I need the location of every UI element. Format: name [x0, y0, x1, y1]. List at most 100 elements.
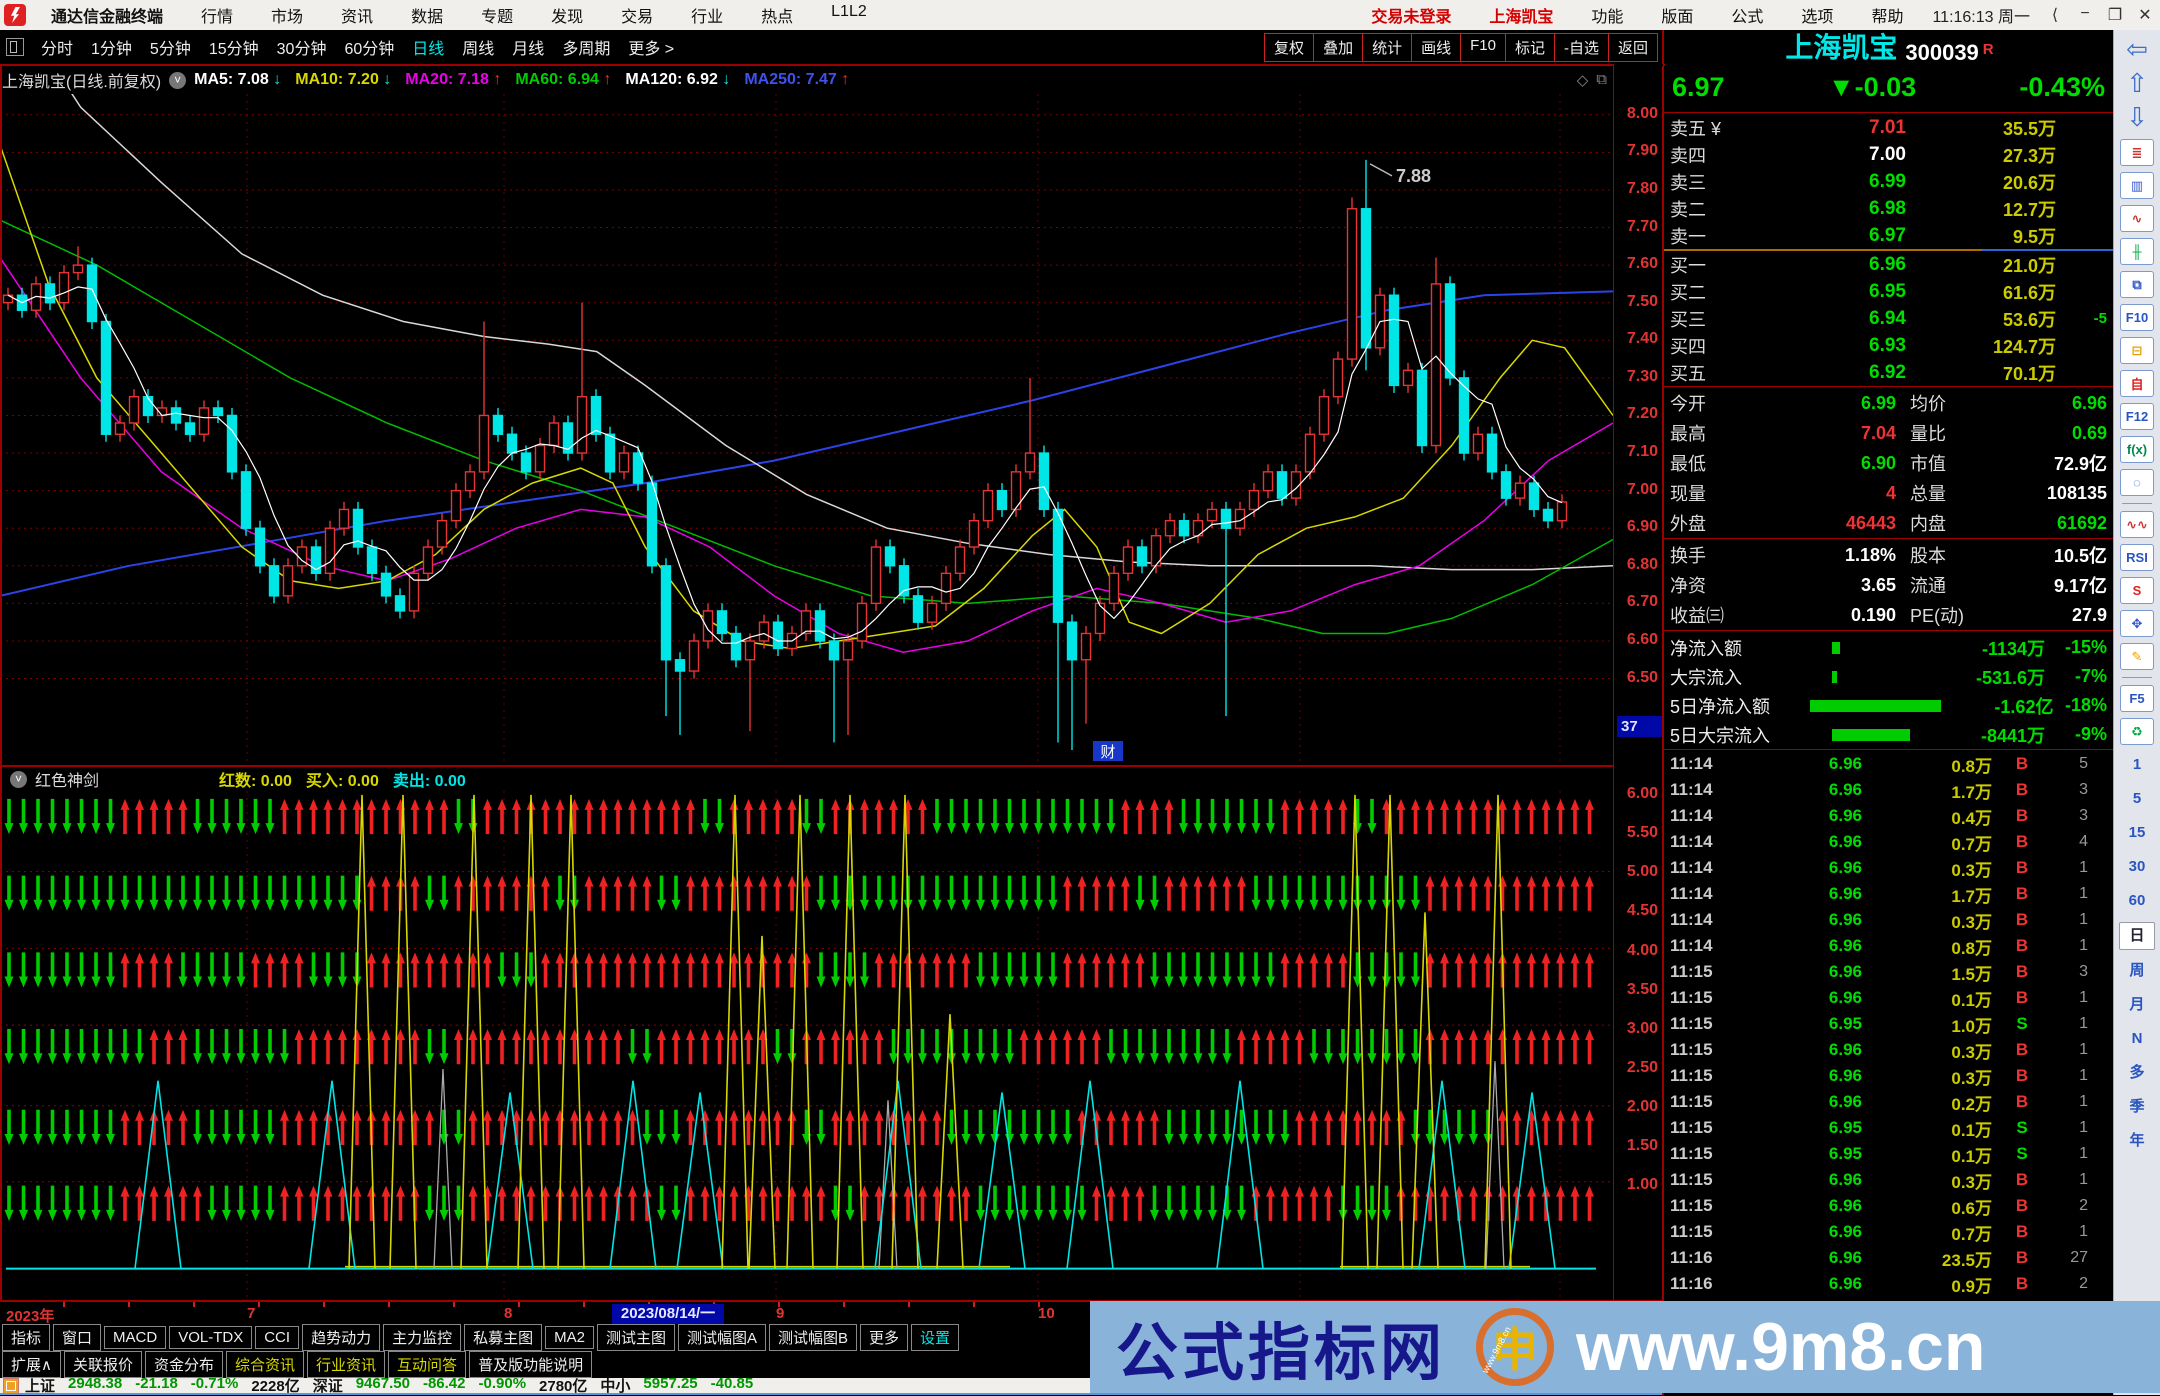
- tab-行业资讯[interactable]: 行业资讯: [307, 1351, 386, 1378]
- menu-item-版面[interactable]: 版面: [1661, 9, 1694, 26]
- tab-MACD[interactable]: MACD: [104, 1326, 167, 1349]
- minimize-button[interactable]: −: [2080, 5, 2090, 22]
- window-icon[interactable]: [6, 38, 24, 56]
- f12-button[interactable]: F12: [2120, 403, 2154, 430]
- strip-period-N[interactable]: N: [2131, 1030, 2143, 1047]
- strip-period-日[interactable]: 日: [2119, 922, 2155, 950]
- menu-item-热点[interactable]: 热点: [761, 9, 794, 26]
- collapse-chevron-icon[interactable]: ˅: [169, 71, 187, 89]
- pages-icon[interactable]: ⧉: [2120, 271, 2154, 298]
- 返回-button[interactable]: 返回: [1607, 32, 1658, 62]
- tab-窗口[interactable]: 窗口: [53, 1324, 102, 1351]
- menu-item-发现[interactable]: 发现: [551, 9, 584, 26]
- strip-period-1[interactable]: 1: [2132, 756, 2142, 773]
- menu-item-行业[interactable]: 行业: [691, 9, 724, 26]
- period-月线[interactable]: 月线: [512, 41, 545, 58]
- wave-icon[interactable]: ∿∿: [2120, 511, 2154, 538]
- menu-item-资讯[interactable]: 资讯: [341, 9, 374, 26]
- indicator-chevron-icon[interactable]: ˅: [10, 770, 27, 788]
- menu-item-功能[interactable]: 功能: [1591, 9, 1624, 26]
- -自选-button[interactable]: -自选: [1553, 32, 1609, 62]
- indicator-chart[interactable]: [0, 791, 1613, 1300]
- menu-item-数据[interactable]: 数据: [411, 9, 444, 26]
- close-button[interactable]: ✕: [2138, 7, 2152, 24]
- main-candle-chart[interactable]: 7.88 财: [0, 94, 1613, 765]
- 标记-button[interactable]: 标记: [1504, 32, 1555, 62]
- circle-icon[interactable]: ◌: [2120, 469, 2154, 496]
- tab-主力监控[interactable]: 主力监控: [383, 1324, 462, 1351]
- strip-period-月[interactable]: 月: [2129, 996, 2145, 1013]
- 叠加-button[interactable]: 叠加: [1313, 32, 1364, 62]
- tab-普及版功能说明[interactable]: 普及版功能说明: [469, 1351, 593, 1378]
- list-icon[interactable]: ≣: [2120, 139, 2154, 166]
- refresh-icon[interactable]: ♻: [2120, 718, 2154, 745]
- strip-period-年[interactable]: 年: [2129, 1132, 2145, 1149]
- strip-period-30[interactable]: 30: [2128, 858, 2146, 875]
- tab-趋势动力[interactable]: 趋势动力: [302, 1324, 381, 1351]
- current-stock-label[interactable]: 上海凯宝: [1489, 9, 1554, 26]
- tab-测试幅图B[interactable]: 测试幅图B: [768, 1324, 857, 1351]
- tab-指标[interactable]: 指标: [2, 1324, 51, 1351]
- strip-period-多[interactable]: 多: [2129, 1064, 2145, 1081]
- rsi-button[interactable]: RSI: [2120, 544, 2154, 571]
- strip-period-15[interactable]: 15: [2128, 824, 2146, 841]
- pencil-icon[interactable]: ✎: [2120, 643, 2154, 670]
- period-60分钟[interactable]: 60分钟: [344, 41, 395, 58]
- candles-icon[interactable]: ╫: [2120, 238, 2154, 265]
- move-icon[interactable]: ✥: [2120, 610, 2154, 637]
- panel-divider[interactable]: [0, 765, 1613, 767]
- market-icon[interactable]: [3, 1377, 19, 1394]
- formula-icon[interactable]: f(x): [2120, 436, 2154, 463]
- down-arrow-icon[interactable]: ⇩: [2126, 102, 2148, 132]
- restore-button[interactable]: ❐: [2107, 7, 2123, 24]
- tree-icon[interactable]: ⊟: [2120, 337, 2154, 364]
- collapse-button[interactable]: ⟨: [2051, 7, 2059, 24]
- tab-关联报价[interactable]: 关联报价: [63, 1351, 142, 1378]
- columns-icon[interactable]: ▥: [2120, 172, 2154, 199]
- menu-item-市场[interactable]: 市场: [271, 9, 304, 26]
- menu-item-选项[interactable]: 选项: [1801, 9, 1834, 26]
- 统计-button[interactable]: 统计: [1362, 32, 1413, 62]
- period-分时[interactable]: 分时: [41, 41, 74, 58]
- diamond-icon[interactable]: ◇: [1576, 72, 1589, 89]
- tab-私募主图[interactable]: 私募主图: [464, 1324, 543, 1351]
- up-arrow-icon[interactable]: ⇧: [2126, 68, 2148, 98]
- strip-period-周[interactable]: 周: [2129, 962, 2145, 979]
- linechart-icon[interactable]: ∿: [2120, 205, 2154, 232]
- login-status[interactable]: 交易未登录: [1371, 9, 1452, 26]
- tab-CCI[interactable]: CCI: [255, 1326, 300, 1349]
- zixuan-button[interactable]: 自: [2120, 370, 2154, 397]
- menu-item-交易[interactable]: 交易: [621, 9, 654, 26]
- period-多周期[interactable]: 多周期: [562, 41, 611, 58]
- tab-更多[interactable]: 更多: [860, 1324, 909, 1351]
- strip-period-季[interactable]: 季: [2129, 1098, 2145, 1115]
- window-icon[interactable]: ⧉: [1596, 71, 1607, 88]
- money-icon[interactable]: S: [2120, 577, 2154, 604]
- period-更多 >[interactable]: 更多 >: [628, 41, 675, 58]
- tab-VOL-TDX[interactable]: VOL-TDX: [169, 1326, 253, 1349]
- tab-测试主图[interactable]: 测试主图: [596, 1324, 675, 1351]
- period-周线[interactable]: 周线: [462, 41, 495, 58]
- menu-item-L1L2[interactable]: L1L2: [831, 3, 867, 20]
- menu-item-行情[interactable]: 行情: [201, 9, 234, 26]
- tab-扩展∧[interactable]: 扩展∧: [2, 1351, 61, 1378]
- strip-period-60[interactable]: 60: [2128, 892, 2146, 909]
- strip-period-5[interactable]: 5: [2132, 790, 2142, 807]
- period-30分钟[interactable]: 30分钟: [276, 41, 327, 58]
- tab-综合资讯[interactable]: 综合资讯: [226, 1351, 305, 1378]
- f10-button[interactable]: F10: [2120, 304, 2154, 331]
- period-日线[interactable]: 日线: [412, 41, 445, 58]
- tab-设置[interactable]: 设置: [911, 1324, 960, 1351]
- tab-资金分布[interactable]: 资金分布: [145, 1351, 224, 1378]
- F10-button[interactable]: F10: [1460, 32, 1506, 62]
- 复权-button[interactable]: 复权: [1264, 32, 1315, 62]
- 画线-button[interactable]: 画线: [1411, 32, 1462, 62]
- f5-button[interactable]: F5: [2120, 685, 2154, 712]
- tab-MA2[interactable]: MA2: [545, 1326, 594, 1349]
- tab-测试幅图A[interactable]: 测试幅图A: [677, 1324, 766, 1351]
- menu-item-帮助[interactable]: 帮助: [1871, 9, 1904, 26]
- tab-互动问答[interactable]: 互动问答: [388, 1351, 467, 1378]
- period-15分钟[interactable]: 15分钟: [208, 41, 259, 58]
- back-arrow-icon[interactable]: ⇦: [2126, 34, 2148, 64]
- menu-item-公式[interactable]: 公式: [1731, 9, 1764, 26]
